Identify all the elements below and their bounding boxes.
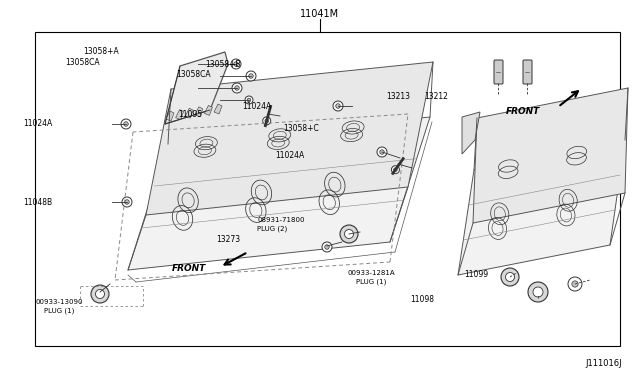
Circle shape: [121, 119, 131, 129]
Text: 13058+B: 13058+B: [205, 60, 241, 69]
Text: 11041M: 11041M: [300, 9, 340, 19]
Text: 11098: 11098: [410, 295, 435, 304]
Circle shape: [333, 101, 343, 111]
Text: 13212: 13212: [424, 92, 449, 101]
Circle shape: [533, 287, 543, 297]
Text: 11095: 11095: [178, 110, 202, 119]
Bar: [35, 32, 620, 346]
Circle shape: [392, 166, 399, 174]
Text: 11024A: 11024A: [275, 151, 305, 160]
Text: FRONT: FRONT: [506, 107, 540, 116]
Circle shape: [249, 74, 253, 78]
Text: J111016J: J111016J: [586, 359, 622, 368]
Text: PLUG (1): PLUG (1): [356, 279, 387, 285]
Polygon shape: [175, 110, 184, 120]
Circle shape: [122, 197, 132, 207]
Text: FRONT: FRONT: [172, 264, 206, 273]
Text: 13058+A: 13058+A: [83, 47, 119, 56]
Circle shape: [528, 282, 548, 302]
Circle shape: [234, 62, 238, 66]
Circle shape: [568, 277, 582, 291]
Text: 00933-13090: 00933-13090: [36, 299, 83, 305]
Circle shape: [322, 242, 332, 252]
Circle shape: [344, 230, 353, 238]
Circle shape: [245, 96, 253, 104]
FancyBboxPatch shape: [523, 60, 532, 84]
Text: 11024A: 11024A: [242, 102, 271, 111]
FancyBboxPatch shape: [494, 60, 503, 84]
Circle shape: [231, 59, 241, 69]
Circle shape: [340, 225, 358, 243]
Circle shape: [324, 245, 329, 249]
Text: 08931-71800: 08931-71800: [257, 217, 305, 223]
Polygon shape: [458, 140, 625, 275]
Text: 00933-1281A: 00933-1281A: [348, 270, 395, 276]
Text: 11099: 11099: [465, 270, 489, 279]
Circle shape: [501, 268, 519, 286]
Circle shape: [232, 83, 242, 93]
Polygon shape: [146, 62, 433, 215]
Text: 13058CA: 13058CA: [65, 58, 100, 67]
Circle shape: [246, 71, 256, 81]
Text: PLUG (1): PLUG (1): [44, 308, 75, 314]
Polygon shape: [204, 105, 212, 115]
Text: 13058CA: 13058CA: [176, 70, 211, 79]
Polygon shape: [473, 88, 628, 223]
Circle shape: [247, 98, 251, 102]
Polygon shape: [128, 117, 430, 270]
Circle shape: [262, 117, 271, 125]
Polygon shape: [462, 112, 480, 154]
Text: 13058+C: 13058+C: [284, 124, 319, 133]
Polygon shape: [166, 111, 174, 121]
Text: 11024A: 11024A: [23, 119, 52, 128]
Circle shape: [336, 104, 340, 108]
Polygon shape: [195, 107, 203, 117]
Polygon shape: [185, 108, 193, 118]
Text: 13273: 13273: [216, 235, 241, 244]
Circle shape: [572, 281, 578, 287]
Polygon shape: [165, 52, 228, 124]
Circle shape: [394, 168, 397, 171]
Circle shape: [377, 147, 387, 157]
Circle shape: [124, 122, 128, 126]
Text: PLUG (2): PLUG (2): [257, 225, 287, 232]
Circle shape: [91, 285, 109, 303]
Text: 11048B: 11048B: [23, 198, 52, 207]
Circle shape: [265, 119, 269, 123]
Circle shape: [506, 273, 515, 282]
Circle shape: [95, 289, 104, 298]
Circle shape: [380, 150, 384, 154]
Text: 13213: 13213: [386, 92, 410, 101]
Circle shape: [125, 200, 129, 204]
Circle shape: [235, 86, 239, 90]
Polygon shape: [214, 104, 222, 114]
